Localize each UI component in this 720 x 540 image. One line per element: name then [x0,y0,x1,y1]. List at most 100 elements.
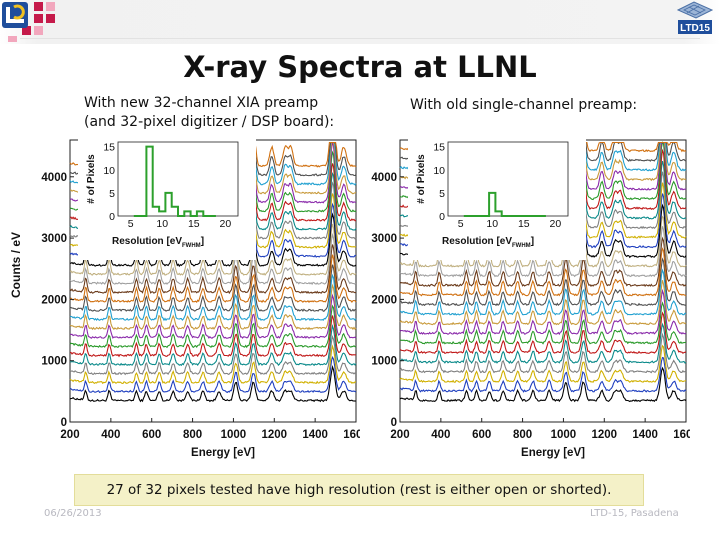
inset-x-axis-label-end: ] [531,236,534,247]
inset-x-axis-label-sub: FWHM [182,243,201,249]
x-axis-label: Energy [eV] [191,447,255,459]
x-tick-label: 400 [431,429,450,441]
spectrum-line [399,280,687,326]
spectrum-line [70,212,357,268]
spectrum-line [69,283,357,331]
subtitle-right: With old single-channel preamp: [410,97,638,113]
inset-x-tick-label: 15 [518,218,530,230]
y-tick-label: 1000 [371,356,397,368]
spectrum-line [69,334,357,376]
inset-x-tick-label: 15 [188,218,200,230]
spectrum-line [399,247,687,297]
inset-x-axis-label: Resolution [eVFWHM] [112,236,204,249]
spectrum-line [399,257,687,307]
spectrum-line [69,254,357,304]
histogram-steps [463,191,546,217]
ltd15-logo: LTD15 [672,0,716,40]
ltd15-logo-text: LTD15 [680,23,710,34]
inset-x-tick-label: 20 [220,218,232,230]
inset-x-axis-label: Resolution [eVFWHM] [442,236,534,249]
x-tick-label: 200 [60,429,79,441]
footer-conference: LTD-15, Pasadena [590,508,679,519]
results-caption: 27 of 32 pixels tested have high resolut… [74,474,644,506]
institution-logo [2,2,28,28]
spectrum-line [69,244,357,295]
x-tick-label: 600 [472,429,491,441]
subtitle-left-line1: With new 32-channel XIA preamp [84,95,319,111]
spectra-chart-right: 2004006008001000120014001600010002000300… [371,138,690,459]
x-axis-label: Energy [eV] [521,447,585,459]
spectrum-line [399,366,687,403]
y-tick-label: 1000 [41,356,67,368]
spectrum-line [399,215,687,268]
inset-y-axis-label: # of Pixels [86,154,97,204]
inset-y-tick-label: 15 [103,142,115,154]
inset-y-tick-label: 15 [433,142,445,154]
y-tick-label: 4000 [371,172,397,184]
header-banner [0,0,720,44]
inset-y-tick-label: 10 [433,165,445,177]
spectrum-line [399,344,687,383]
spectrum-line [399,322,687,365]
spectrum-line [69,232,357,286]
spectrum-line [399,236,687,288]
spectrum-line [399,311,687,355]
inset-y-tick-label: 10 [103,165,115,177]
header-banner-graphic [0,0,720,44]
spectrum-line [399,356,687,393]
shared-ylabel-svg: Counts / eV [9,232,23,298]
spectrum-line [69,264,357,313]
y-tick-label: 4000 [41,172,67,184]
inset-frame [447,141,569,217]
spectra-chart-left: 2004006008001000120014001600010002000300… [41,138,360,459]
inset-y-axis-label: # of Pixels [416,154,427,204]
x-tick-label: 1000 [221,429,247,441]
spectrum-line [399,226,687,278]
x-tick-label: 1200 [261,429,287,441]
spectrum-line [69,323,357,367]
spectrum-line [69,315,357,358]
inset-y-tick-label: 5 [439,188,445,200]
x-tick-label: 1000 [551,429,577,441]
inset-x-axis-label-end: ] [201,236,204,247]
subtitle-left-line2: (and 32-pixel digitizer / DSP board): [84,114,335,130]
x-tick-label: 400 [101,429,120,441]
spectrum-line [399,332,687,374]
x-tick-label: 1400 [302,429,328,441]
inset-x-tick-label: 5 [458,218,464,230]
y-tick-label: 0 [61,417,67,429]
spectrum-line [399,301,687,345]
spectrum-line [69,273,357,322]
inset-y-tick-label: 0 [109,211,115,223]
spectrum-line [69,344,356,385]
inset-frame [117,141,239,217]
footer-date: 06/26/2013 [44,508,102,519]
y-tick-label: 3000 [371,233,397,245]
y-axis-label: Counts / eV [9,232,23,298]
x-tick-label: 800 [513,429,532,441]
inset-y-tick-label: 0 [439,211,445,223]
spectrum-line [69,355,357,394]
y-tick-label: 2000 [371,294,397,306]
spectrum-line [399,288,687,336]
y-tick-label: 3000 [41,233,67,245]
inset-x-tick-label: 10 [486,218,498,230]
spectrum-line [69,304,357,349]
inset-x-axis-label-sub: FWHM [512,243,531,249]
x-tick-label: 200 [390,429,409,441]
x-tick-label: 600 [142,429,161,441]
x-tick-label: 800 [183,429,202,441]
subtitle-left: With new 32-channel XIA preamp (and 32-p… [84,94,334,132]
slide-title: X-ray Spectra at LLNL [183,50,537,84]
x-tick-label: 1400 [632,429,658,441]
spectrum-line [69,293,357,339]
inset-x-tick-label: 20 [550,218,562,230]
inset-x-tick-label: 5 [128,218,134,230]
inset-x-tick-label: 10 [156,218,168,230]
spectrum-line [69,364,357,403]
x-tick-label: 1200 [591,429,617,441]
y-tick-label: 0 [391,417,397,429]
y-tick-label: 2000 [41,294,67,306]
